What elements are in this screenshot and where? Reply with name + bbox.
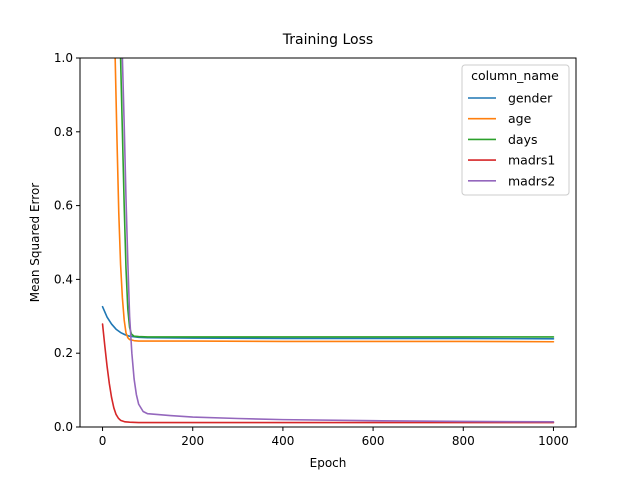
legend-label-gender: gender	[508, 91, 553, 106]
series-layer	[101, 58, 555, 424]
y-tick-label: 0.8	[54, 125, 73, 139]
x-axis-label: Epoch	[310, 456, 347, 470]
x-tick-label: 600	[362, 434, 385, 448]
chart-title: Training Loss	[282, 32, 373, 48]
legend: column_name gender age days madrs1 madrs2	[461, 64, 570, 196]
x-tick-label: 800	[452, 434, 475, 448]
series-line-days	[119, 58, 555, 338]
y-tick-label: 0.2	[54, 346, 73, 360]
legend-label-days: days	[508, 132, 538, 147]
legend-items: gender age days madrs1 madrs2	[468, 91, 555, 188]
legend-label-madrs1: madrs1	[508, 153, 555, 168]
x-tick-label: 400	[271, 434, 294, 448]
y-tick-label: 0.4	[54, 272, 73, 286]
y-axis-label: Mean Squared Error	[28, 183, 42, 303]
x-tick-label: 200	[181, 434, 204, 448]
y-axis: 0.0 0.2 0.4 0.6 0.8 1.0	[54, 51, 80, 434]
legend-label-madrs2: madrs2	[508, 173, 555, 188]
series-line-madrs2	[121, 58, 555, 423]
y-tick-label: 1.0	[54, 51, 73, 65]
series-line-gender	[101, 305, 555, 340]
plot-frame	[79, 57, 577, 428]
series-line-age	[114, 58, 555, 343]
x-tick-label: 0	[99, 434, 107, 448]
y-tick-label: 0.6	[54, 199, 73, 213]
x-tick-label: 1000	[538, 434, 569, 448]
series-line-madrs1	[101, 323, 555, 424]
x-axis: 0 200 400 600 800 1000	[99, 427, 569, 448]
legend-label-age: age	[508, 111, 532, 126]
legend-title: column_name	[471, 68, 559, 83]
y-tick-label: 0.0	[54, 420, 73, 434]
